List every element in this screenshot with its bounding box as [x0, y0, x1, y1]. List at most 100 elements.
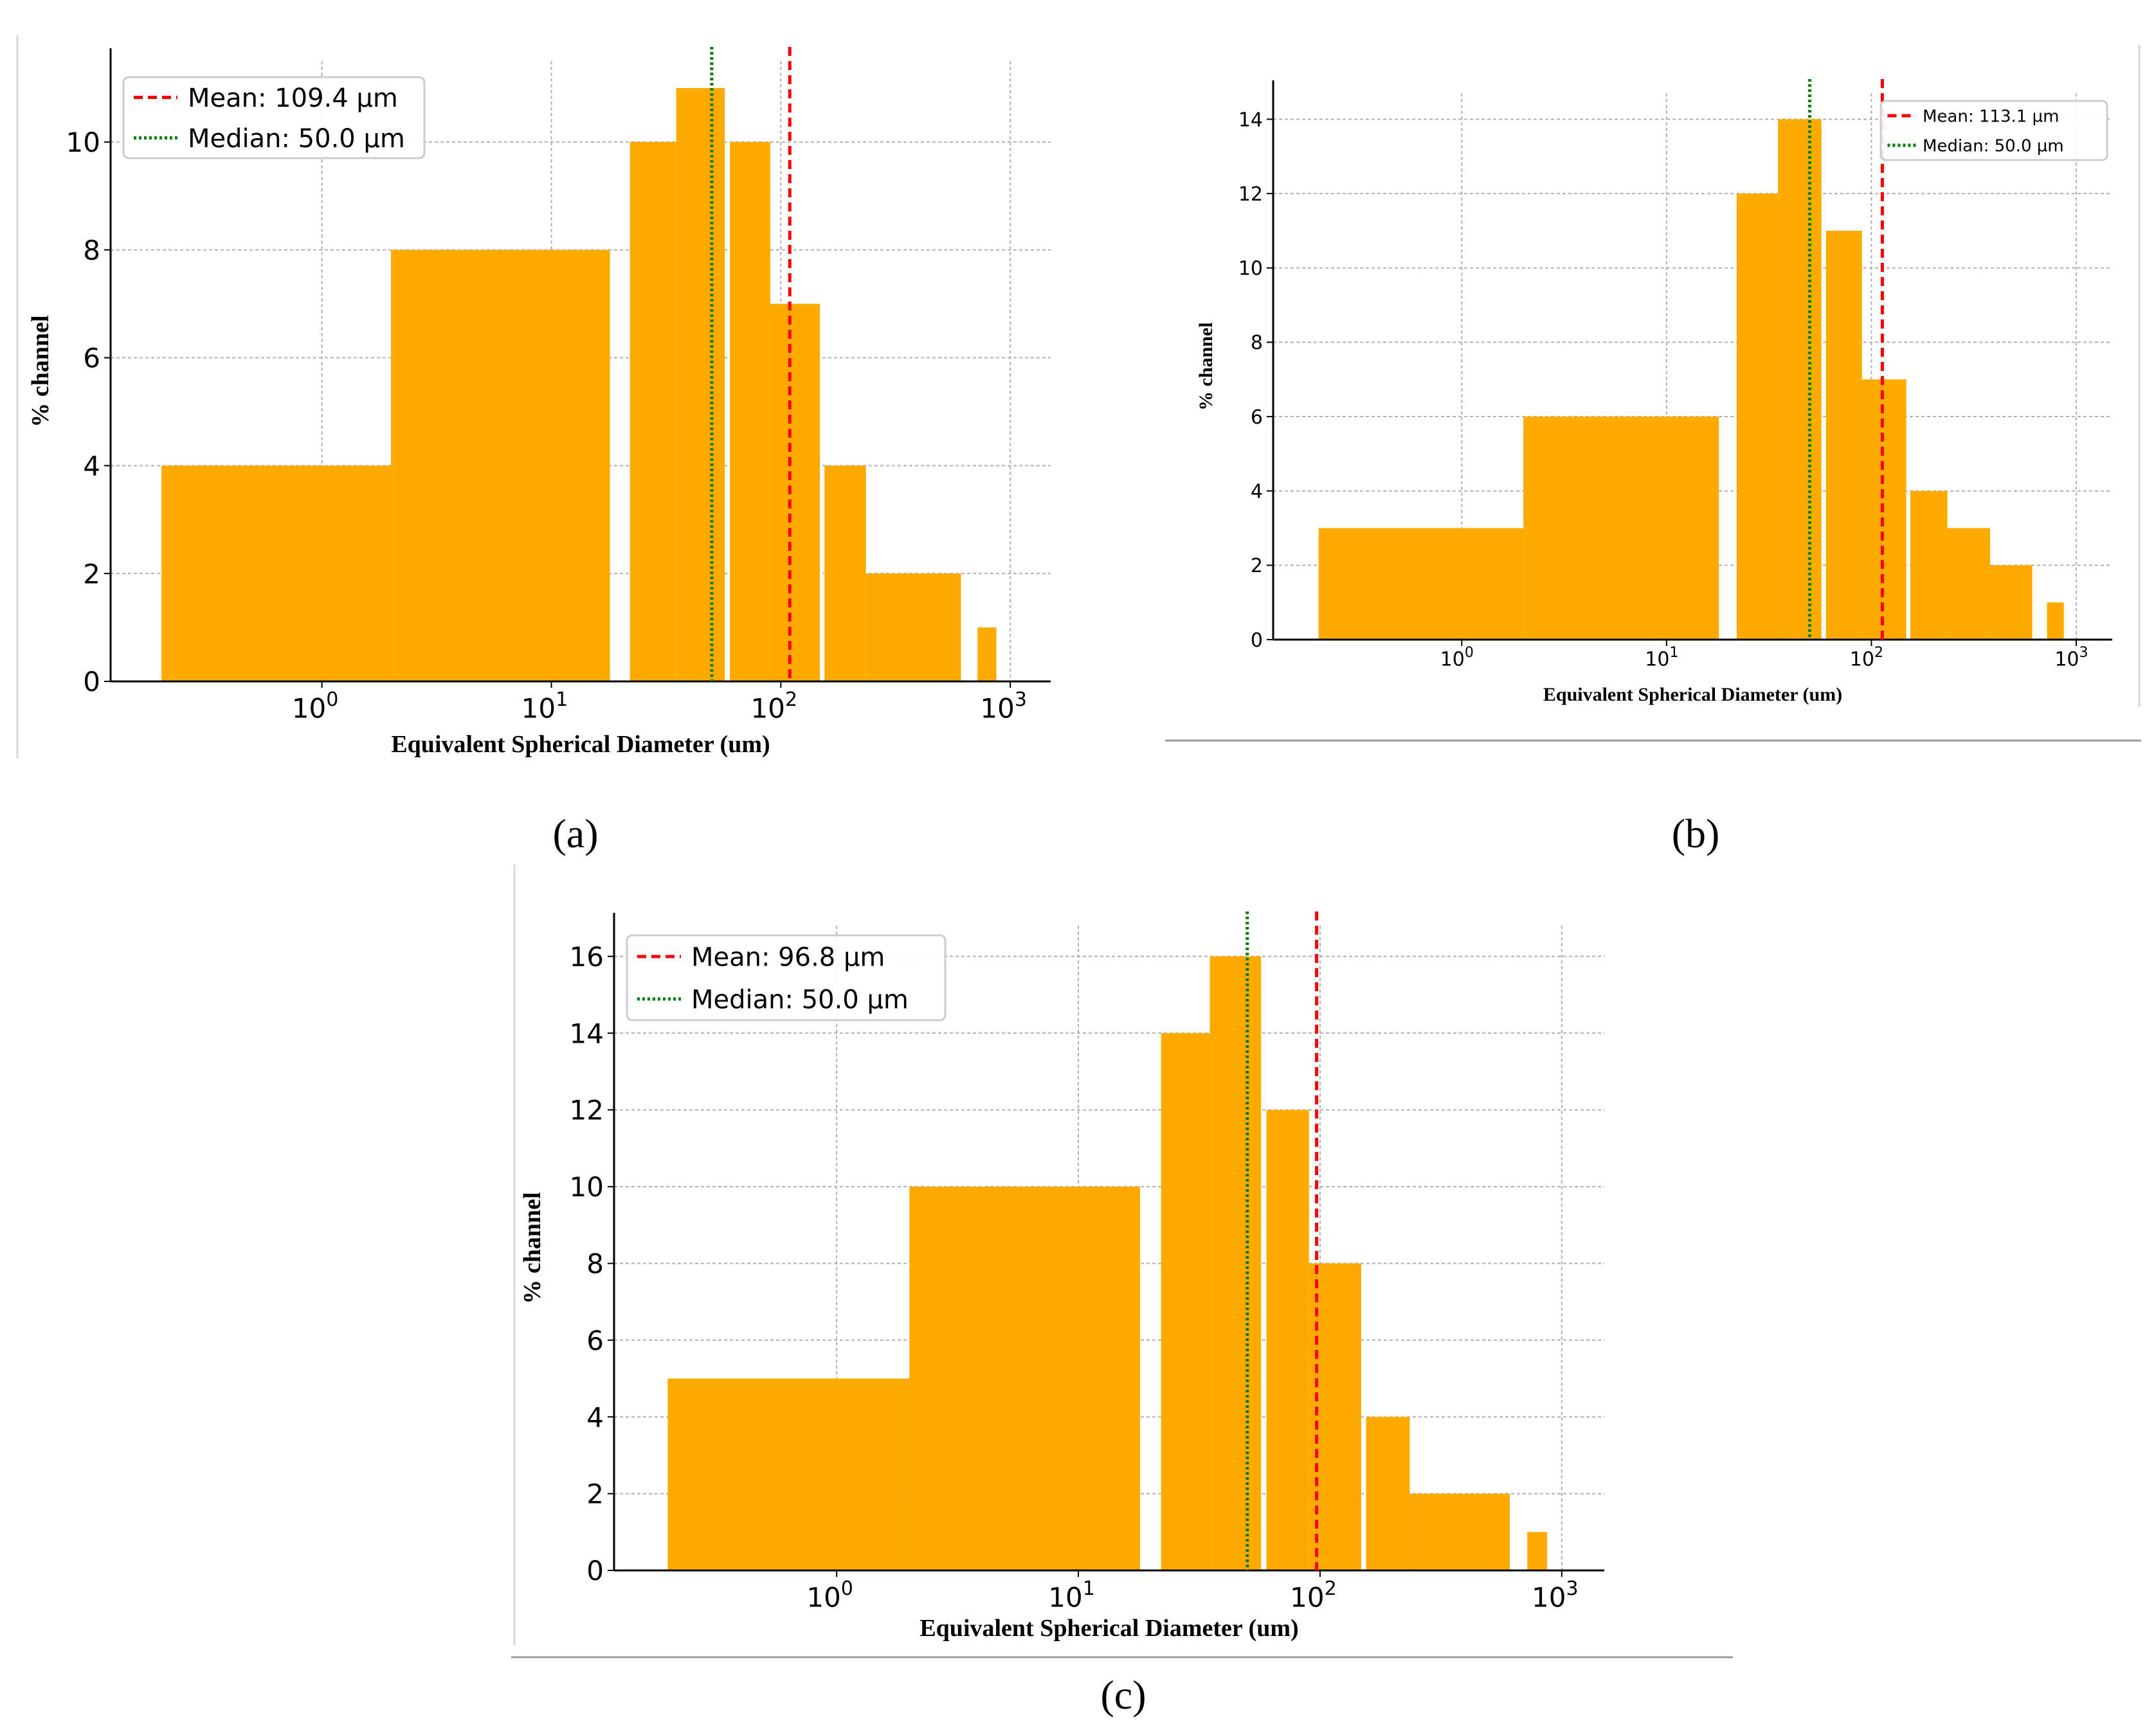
y-tick-label: 0 [586, 1555, 604, 1587]
histogram-bar [1736, 193, 1779, 640]
median-legend-label: Median: 50.0 µm [691, 985, 909, 1014]
y-tick-label: 6 [83, 343, 100, 374]
y-tick-label: 4 [83, 450, 100, 481]
legend-box [1880, 100, 2108, 161]
x-tick-base: 10 [1532, 1582, 1566, 1614]
x-tick-label: 103 [2054, 645, 2088, 671]
x-tick-exponent: 2 [1874, 645, 1883, 661]
x-tick-exponent: 3 [2079, 645, 2088, 661]
x-tick-base: 10 [1290, 1582, 1324, 1614]
x-axis-title: Equivalent Spherical Diameter (um) [1543, 684, 1842, 705]
y-tick-label: 2 [586, 1479, 604, 1510]
x-tick-label: 101 [521, 688, 568, 724]
x-tick-label: 103 [980, 688, 1027, 724]
histogram-bar [730, 141, 770, 681]
histogram-bar [1209, 956, 1262, 1570]
histogram-bar [1266, 1110, 1309, 1570]
histogram-bar [1409, 1493, 1510, 1570]
y-tick-label: 8 [83, 235, 100, 266]
panel-label-b: (b) [1672, 811, 1720, 856]
x-tick-exponent: 2 [785, 688, 797, 711]
y-tick-label: 8 [586, 1248, 604, 1280]
y-tick-label: 6 [586, 1325, 604, 1356]
y-axis-title: % channel [27, 315, 54, 427]
x-tick-label: 100 [292, 688, 339, 724]
x-tick-exponent: 3 [1566, 1578, 1578, 1600]
mean-legend-label: Mean: 113.1 µm [1923, 107, 2059, 126]
x-tick-exponent: 2 [1325, 1578, 1337, 1600]
histogram-bar [1366, 1417, 1410, 1570]
legend-box [122, 76, 426, 159]
y-tick-label: 14 [1238, 109, 1263, 131]
x-tick-exponent: 0 [326, 688, 338, 711]
histogram-bar [770, 303, 820, 681]
x-tick-base: 10 [2054, 649, 2079, 671]
panel-label-c: (c) [1100, 1672, 1146, 1718]
legend: Mean: 109.4 µm Median: 50.0 µm [122, 76, 426, 159]
histogram-bar [977, 627, 997, 681]
y-tick-label: 0 [1251, 629, 1263, 652]
histogram-bar [1910, 490, 1948, 640]
histogram-bar [676, 87, 725, 681]
x-tick-base: 10 [292, 693, 326, 724]
y-tick-label: 6 [1251, 406, 1263, 429]
y-tick-label: 2 [83, 558, 100, 589]
histogram-bar [865, 573, 961, 681]
y-tick-label: 2 [1251, 555, 1263, 577]
histogram-bar [667, 1378, 910, 1570]
x-tick-exponent: 1 [556, 688, 568, 711]
y-tick-label: 4 [1251, 481, 1263, 503]
x-tick-base: 10 [980, 693, 1014, 724]
histogram-bar [1527, 1532, 1548, 1570]
x-tick-base: 10 [751, 693, 785, 724]
x-tick-base: 10 [1440, 649, 1465, 671]
histogram-bar [630, 141, 676, 681]
x-tick-label: 102 [751, 688, 798, 724]
x-tick-label: 102 [1290, 1578, 1337, 1614]
y-tick-label: 12 [570, 1095, 604, 1126]
x-tick-base: 10 [1048, 1582, 1082, 1614]
x-tick-label: 100 [1440, 645, 1474, 671]
histogram-bar [391, 249, 610, 681]
histogram-bar [824, 465, 866, 681]
histogram-bar [1318, 528, 1524, 640]
x-axis-title: Equivalent Spherical Diameter (um) [391, 731, 770, 758]
histogram-bar [1161, 1033, 1210, 1570]
y-tick-label: 4 [586, 1401, 604, 1433]
x-tick-label: 101 [1645, 645, 1678, 671]
histogram-bar [909, 1186, 1140, 1570]
y-tick-label: 8 [1251, 332, 1263, 354]
x-tick-base: 10 [521, 693, 556, 724]
histogram-bar [1523, 417, 1719, 640]
histogram-bar [161, 465, 392, 681]
x-tick-exponent: 0 [1465, 645, 1474, 661]
y-tick-label: 10 [66, 127, 100, 158]
x-tick-base: 10 [1645, 649, 1669, 671]
x-axis-title: Equivalent Spherical Diameter (um) [919, 1615, 1298, 1642]
median-legend-label: Median: 50.0 µm [1923, 136, 2064, 156]
x-tick-label: 103 [1532, 1578, 1579, 1614]
x-tick-exponent: 1 [1669, 645, 1678, 661]
x-tick-exponent: 0 [841, 1578, 853, 1600]
y-tick-label: 12 [1238, 183, 1263, 206]
y-axis-title: % channel [519, 1192, 546, 1304]
y-tick-label: 0 [83, 666, 100, 697]
x-tick-base: 10 [1850, 649, 1874, 671]
y-tick-label: 14 [570, 1018, 604, 1049]
histogram-bar [1862, 379, 1907, 640]
panel-label-a: (a) [552, 811, 598, 856]
median-legend-label: Median: 50.0 µm [188, 124, 405, 154]
mean-legend-label: Mean: 96.8 µm [691, 942, 885, 972]
y-tick-label: 10 [1238, 258, 1263, 280]
histogram-bar [1825, 230, 1862, 640]
histogram-bar [1778, 119, 1822, 640]
x-tick-exponent: 3 [1015, 688, 1027, 711]
x-tick-label: 101 [1048, 1578, 1095, 1614]
histogram-bar [1990, 565, 2033, 640]
histogram-bar [1947, 528, 1991, 640]
legend-box [626, 934, 947, 1021]
